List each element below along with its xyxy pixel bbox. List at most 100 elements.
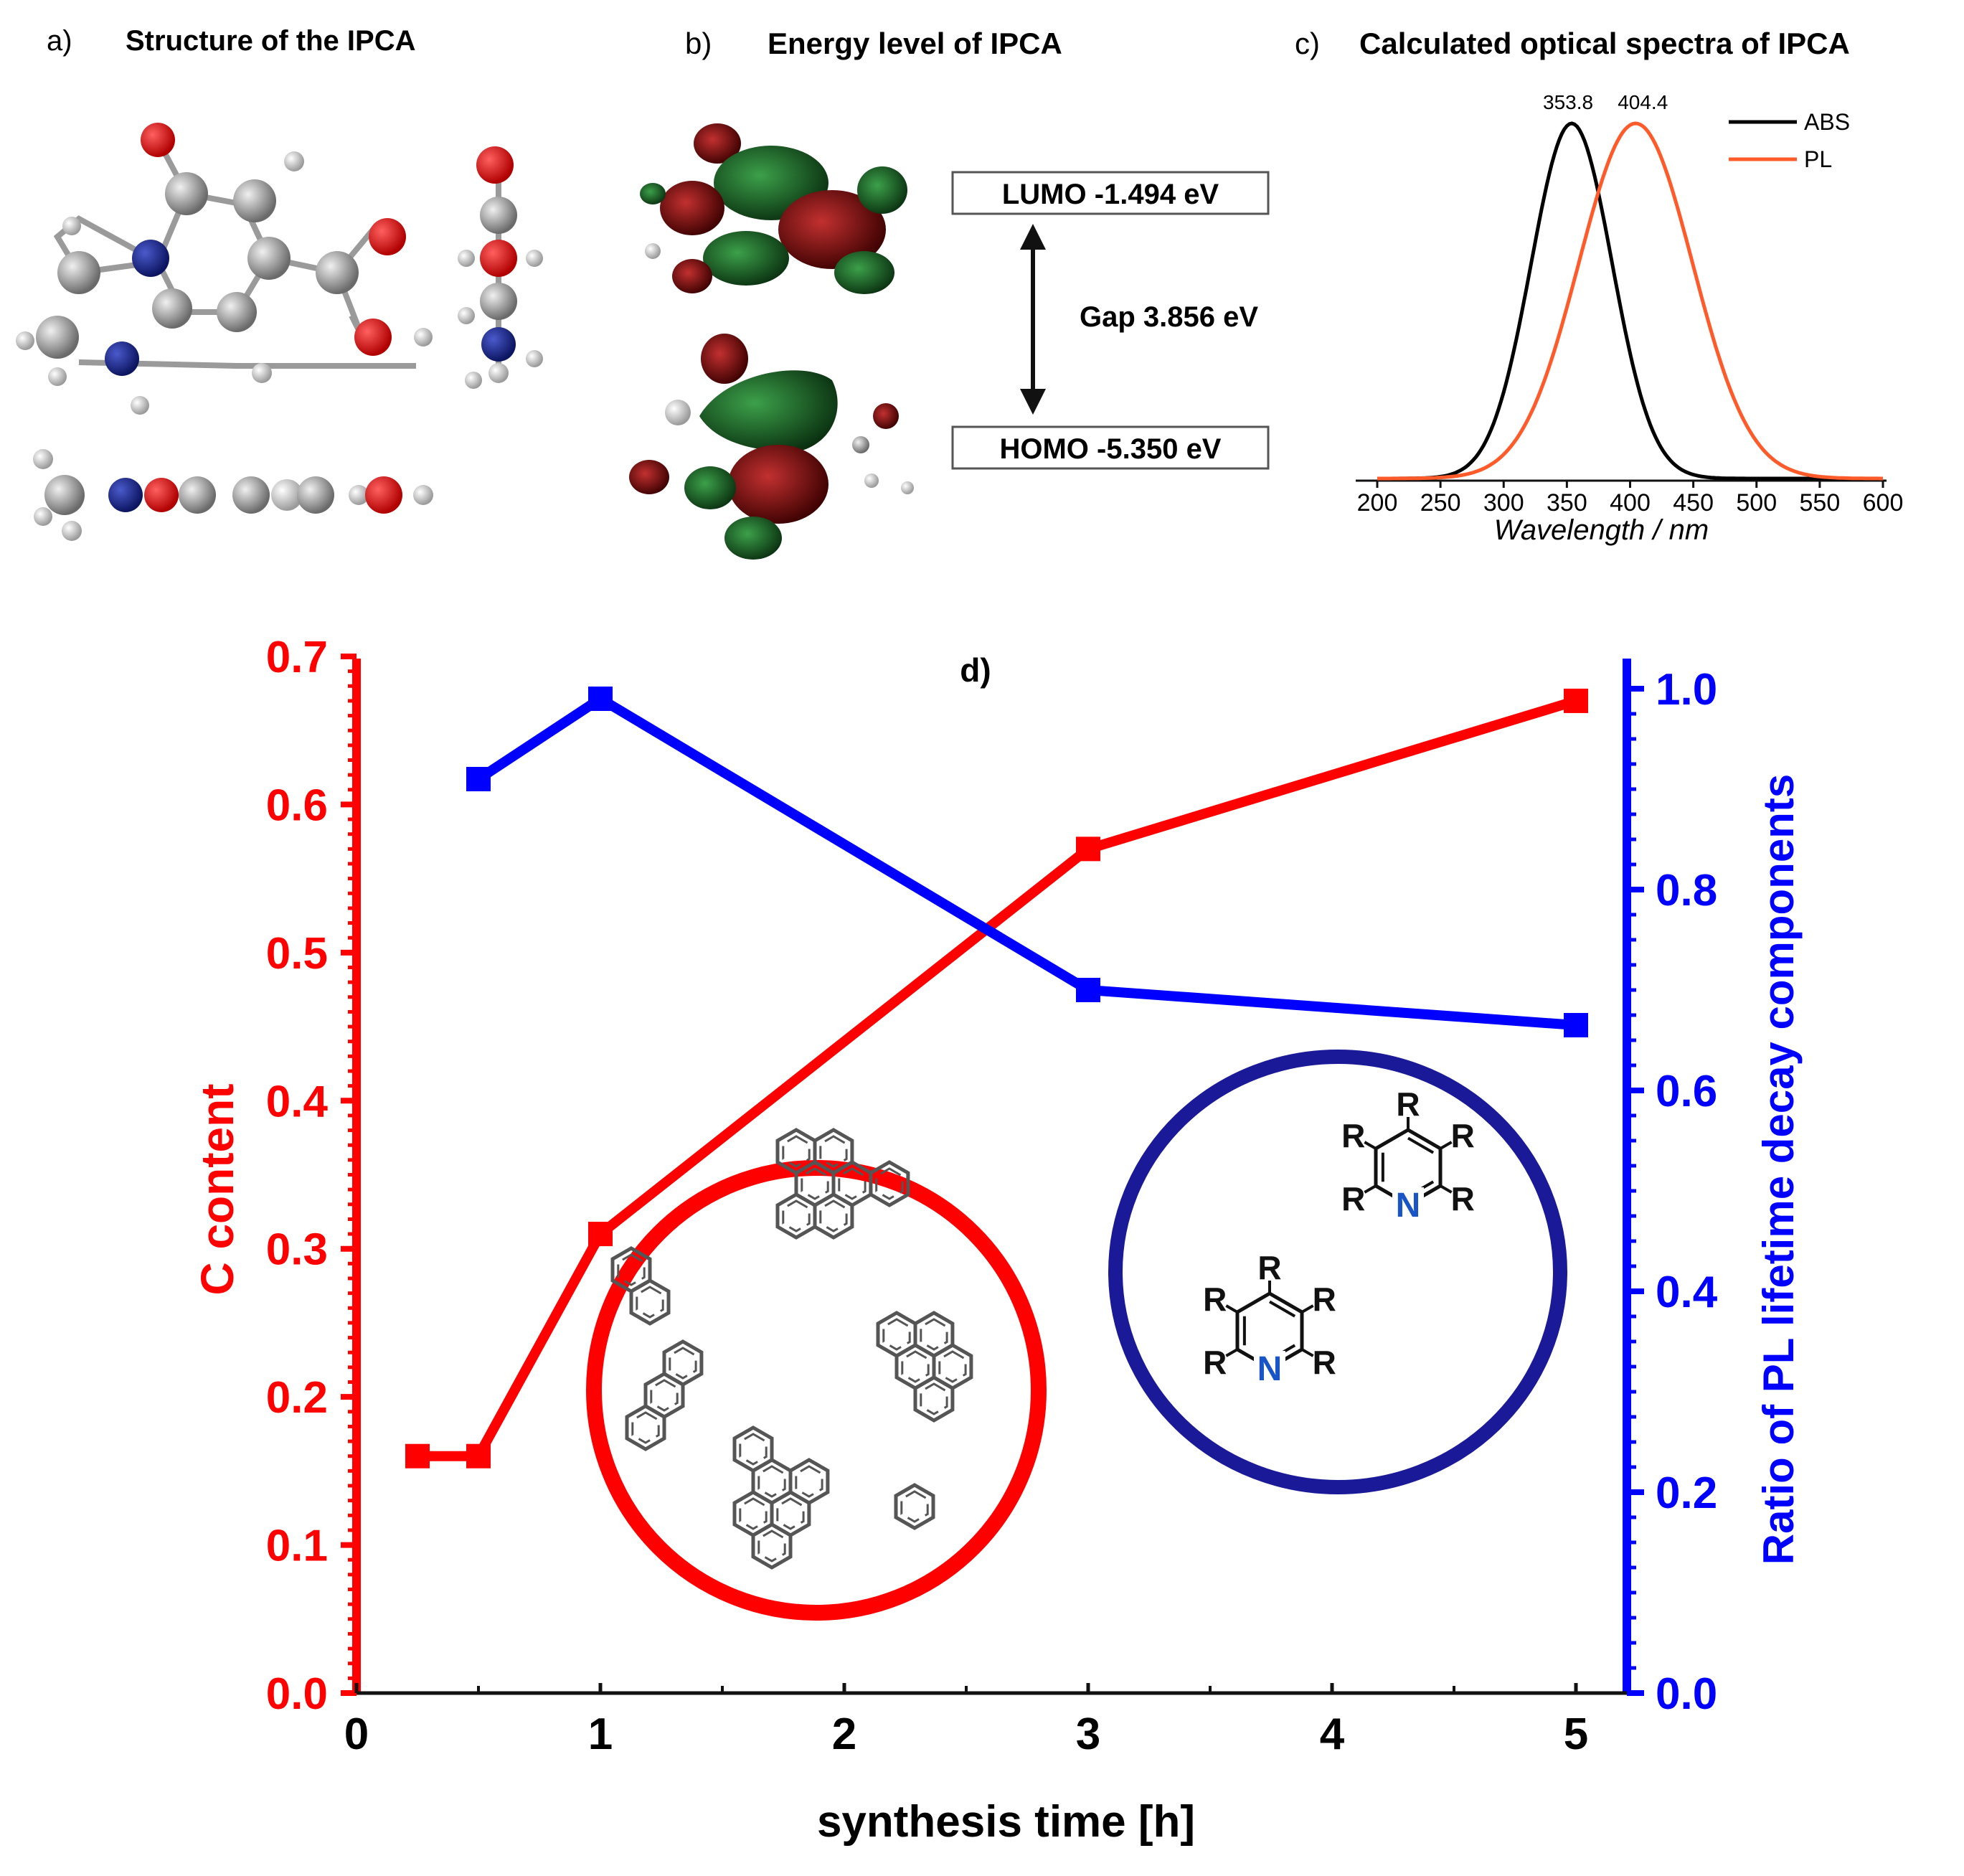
lumo-box <box>951 171 1270 215</box>
x-tick-label: 450 <box>1673 489 1714 517</box>
series-pl-ratio-point <box>1076 978 1100 1002</box>
series-pl-ratio-point <box>1564 1013 1588 1037</box>
series-abs-curve <box>1377 121 1883 481</box>
homo-label: HOMO -5.350 eV <box>999 433 1221 465</box>
series-pl-ratio-point <box>588 687 613 711</box>
aromatic-ring <box>894 1483 935 1530</box>
substituent-r-label: R <box>1313 1281 1336 1318</box>
aromatic-ring-inner <box>757 1529 786 1562</box>
x-tick-label: 5 <box>1564 1710 1588 1759</box>
panel-c-letter: c) <box>1295 27 1320 60</box>
left-y-tick-label: 0.7 <box>266 633 328 682</box>
peak-label: 353.8 <box>1543 91 1593 113</box>
aromatic-ring-inner <box>669 1347 697 1380</box>
substituent-r-label: R <box>1451 1117 1475 1154</box>
left-y-tick-label: 0.5 <box>266 929 328 979</box>
panel-b-letter: b) <box>685 27 712 60</box>
aromatic-ring <box>629 1278 671 1326</box>
left-y-tick-label: 0.6 <box>266 781 328 830</box>
substituent-bond <box>1225 1348 1238 1357</box>
aromatic-clusters-inset <box>586 1128 1047 1621</box>
x-tick-label: 0 <box>344 1710 369 1759</box>
synthesis-plot: 0.0 0.1 0.2 0.3 0.4 0.5 0.6 0.7 C content 0.0 0.2 0… <box>192 633 1803 1847</box>
x-tick-label: 300 <box>1483 489 1524 517</box>
series-pl-ratio-point <box>466 767 491 791</box>
aromatic-ring-inner <box>819 1135 848 1168</box>
x-axis-title: synthesis time [h] <box>817 1797 1195 1847</box>
aromatic-ring <box>625 1404 666 1451</box>
aromatic-ring-inner <box>900 1490 929 1523</box>
aromatic-ring-inner <box>795 1465 823 1498</box>
x-tick-label: 550 <box>1800 489 1841 517</box>
right-y-tick-label: 0.4 <box>1656 1268 1718 1317</box>
left-y-tick-label: 0.1 <box>266 1522 328 1571</box>
nitrogen-mask <box>1254 1351 1285 1384</box>
x-tick-label: 2 <box>832 1710 856 1759</box>
substituent-r-label: R <box>1396 1085 1420 1123</box>
aromatic-ring-inner <box>739 1433 768 1466</box>
substituent-r-label: R <box>1313 1344 1336 1381</box>
panel-b: b) Energy level of IPCA <box>629 27 1270 560</box>
aromatic-ring-inner <box>757 1465 786 1498</box>
lumo-orbital-image <box>640 123 907 294</box>
substituent-r-label: R <box>1341 1117 1365 1154</box>
left-y-tick-label: 0.3 <box>266 1225 328 1275</box>
x-tick-label: 250 <box>1420 489 1461 517</box>
spectra-plot: 200 250 300 350 400 450 500 550 600 Wavelength / … <box>1356 91 1903 546</box>
molecule-structure-image <box>16 123 543 541</box>
series-c-content-point <box>588 1222 613 1247</box>
panel-a: a) Structure of the IPCA <box>16 25 543 541</box>
aromatic-ring-inner <box>901 1350 930 1383</box>
x-tick-label: 3 <box>1076 1710 1100 1759</box>
red-circle <box>586 1160 1047 1621</box>
aromatic-ring-inner <box>882 1318 911 1351</box>
legend-label-abs: ABS <box>1804 109 1850 135</box>
aromatic-ring-inner <box>875 1167 904 1200</box>
homo-box <box>951 425 1270 470</box>
series-c-content-point <box>1076 836 1100 862</box>
series-c-content-point <box>466 1443 491 1469</box>
substituent-r-label: R <box>1451 1180 1475 1217</box>
aromatic-ring-inner <box>819 1199 848 1232</box>
aromatic-ring-inner <box>650 1379 679 1412</box>
x-tick-label: 600 <box>1863 489 1904 517</box>
panel-c-title: Calculated optical spectra of IPCA <box>1359 27 1850 60</box>
nitrogen-mask <box>1392 1187 1424 1220</box>
aromatic-molecules-image <box>610 1128 973 1570</box>
pyridine-double-bond <box>1407 1136 1435 1154</box>
aromatic-ring <box>813 1192 854 1240</box>
legend-label-pl: PL <box>1804 146 1832 172</box>
left-y-tick-label: 0.0 <box>266 1669 328 1719</box>
peak-label: 404.4 <box>1618 91 1668 113</box>
aromatic-ring-inner <box>782 1135 811 1168</box>
panel-d-letter: d) <box>960 651 991 689</box>
aromatic-ring <box>751 1522 793 1570</box>
aromatic-ring-inner <box>920 1382 948 1415</box>
aromatic-ring-inner <box>938 1350 967 1383</box>
substituent-bond <box>1364 1184 1377 1194</box>
x-tick-label: 1 <box>588 1710 613 1759</box>
panel-d: d) 0.00.10.20.30.40.50.60.7C content0.00… <box>192 633 1803 1847</box>
aromatic-ring-inner <box>838 1167 867 1200</box>
substituent-r-label: R <box>1203 1281 1227 1318</box>
blue-circle <box>1108 1050 1567 1494</box>
right-y-tick-label: 0.6 <box>1656 1067 1717 1116</box>
substituent-bond <box>1301 1348 1314 1357</box>
left-y-axis-title: C content <box>192 1083 243 1295</box>
substituent-bond <box>1301 1304 1314 1314</box>
x-tick-label: 500 <box>1736 489 1777 517</box>
right-y-tick-label: 0.8 <box>1656 866 1717 915</box>
x-tick-label: 200 <box>1357 489 1398 517</box>
left-y-tick-label: 0.4 <box>266 1077 329 1126</box>
series-c-content-point <box>405 1443 430 1469</box>
homo-orbital-image <box>629 334 914 560</box>
aromatic-ring-inner <box>739 1497 768 1530</box>
series-pl-curve <box>1377 121 1883 481</box>
aromatic-ring-inner <box>631 1411 660 1444</box>
series-c-content-point <box>1564 688 1588 713</box>
aromatic-ring-inner <box>636 1286 664 1319</box>
substituent-r-label: R <box>1203 1344 1227 1381</box>
nitrogen-label: N <box>1257 1350 1283 1388</box>
substituent-bond <box>1440 1184 1453 1194</box>
